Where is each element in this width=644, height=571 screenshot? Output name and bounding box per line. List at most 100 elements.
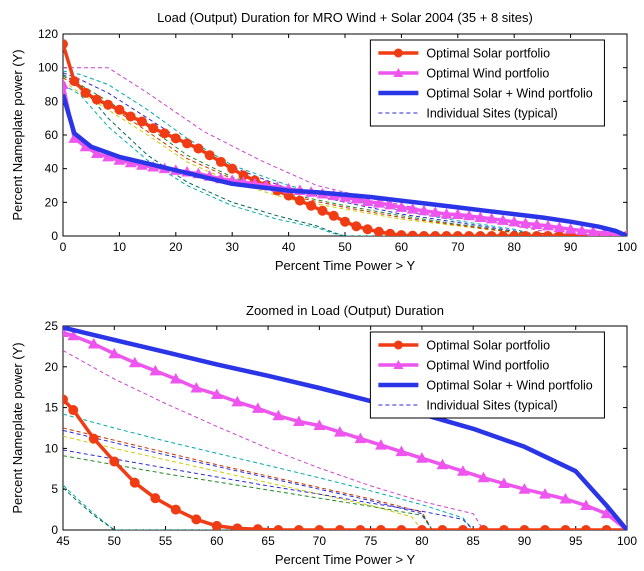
solar-data-point [497,231,508,236]
x-tick-label: 90 [564,240,578,254]
legend-entry-label: Optimal Wind portfolio [426,359,549,373]
solar-data-point [80,87,91,98]
y-tick-label: 40 [45,162,59,176]
plot-area [63,39,627,236]
legend-circle-marker [393,340,403,350]
solar-data-point [317,205,328,216]
solar-data-point [375,525,386,530]
wind-data-point [149,364,162,376]
legend-entry-label: Individual Sites (typical) [426,399,557,413]
wind-data-point [429,206,442,217]
wind-data-point [384,198,396,210]
solar-data-point [531,231,542,236]
legend-entry-label: Optimal Solar portfolio [426,339,550,353]
solar-data-point [63,39,68,50]
x-axis-label: Percent Time Power > Y [275,552,416,567]
wind-data-point [334,426,346,437]
wind-data-point [530,218,543,230]
y-tick-label: 25 [45,319,59,333]
individual-site-line [63,484,627,530]
x-tick-label: 55 [159,534,173,548]
wind-data-point [406,203,419,214]
x-tick-label: 90 [518,534,532,548]
wind-data-point [436,458,449,470]
wind-data-point [542,219,554,231]
legend-entry-label: Individual Sites (typical) [426,107,557,121]
wind-data-point [600,507,613,519]
solar-data-point [475,231,486,236]
wind-data-point [231,395,244,407]
solar-data-point [273,525,284,530]
wind-data-point [354,432,367,444]
wind-data-point [63,78,69,89]
y-tick-label: 15 [45,401,59,415]
solar-data-point [373,226,384,236]
solar-data-point [211,520,222,530]
solar-data-point [252,524,263,530]
solar-data-point [464,231,475,236]
wind-data-point [564,223,577,234]
wind-data-point [313,419,326,431]
solar-data-point [355,525,366,530]
x-tick-label: 100 [617,240,637,254]
legend-entry-label: Optimal Solar portfolio [426,47,550,61]
wind-data-point [169,373,182,384]
y-tick-label: 100 [38,61,58,75]
solar-data-point [486,231,497,236]
x-tick-label: 70 [451,240,465,254]
wind-data-point [375,439,387,450]
solar-data-point [227,163,238,174]
individual-site-line [63,84,627,236]
x-tick-label: 85 [467,534,481,548]
individual-site-line [63,67,627,236]
y-tick-label: 20 [45,195,59,209]
solar-data-point [170,504,181,515]
solar-data-point [129,477,140,488]
solar-data-point [362,224,373,235]
solar-data-point [519,525,530,530]
wind-data-point [395,201,408,212]
solar-data-point [396,525,407,530]
wind-data-point [580,499,592,511]
solar-data-point [543,231,554,236]
wind-data-point [416,452,428,463]
solar-data-point [88,433,99,444]
solar-data-point [159,128,170,139]
x-tick-label: 50 [338,240,352,254]
x-tick-label: 10 [113,240,127,254]
chart-title: Zoomed in Load (Output) Duration [246,303,444,318]
wind-data-point [293,415,305,426]
wind-data-point [463,209,475,221]
individual-site-line [63,435,627,530]
solar-data-point [63,394,68,405]
series-line-solar [63,398,627,530]
solar-data-point [560,525,571,530]
solar-data-point [114,104,125,115]
solar-data-point [520,231,531,236]
wind-data-point [350,192,363,204]
x-tick-label: 0 [60,240,67,254]
individual-site-line [63,427,627,530]
wind-data-point [67,329,80,341]
x-tick-label: 100 [617,534,637,548]
solar-data-point [136,116,147,127]
legend-circle-marker [393,48,403,58]
solar-data-point [478,525,489,530]
solar-data-point [385,228,396,236]
plot-area [63,326,627,530]
x-tick-label: 80 [415,534,429,548]
wind-data-point [508,215,521,227]
wind-data-point [210,388,223,400]
solar-data-point [580,525,591,530]
solar-data-point [125,111,136,122]
legend-entry-label: Optimal Solar + Wind portfolio [426,379,592,393]
y-tick-label: 5 [51,482,58,496]
x-tick-label: 75 [364,534,378,548]
y-tick-label: 0 [51,229,58,243]
legend-triangle-marker [393,360,404,369]
y-axis-label: Percent Nameplate power (Y) [10,342,25,513]
solar-data-point [69,76,80,87]
individual-site-line [63,455,627,530]
solar-data-point [554,231,565,236]
solar-data-point [437,525,448,530]
